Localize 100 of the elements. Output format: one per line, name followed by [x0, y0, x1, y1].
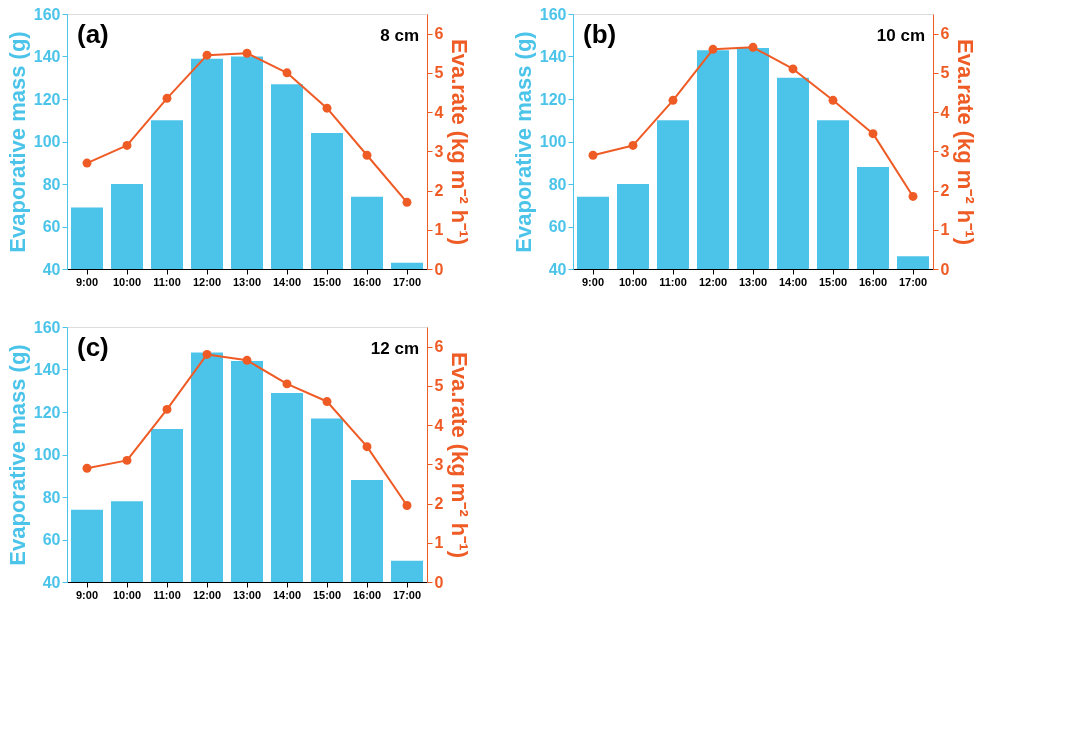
x-tick-label: 10:00: [618, 275, 648, 288]
y2-tick-label: 1: [434, 534, 444, 552]
y-tick-label: 80: [548, 175, 567, 193]
point: [322, 397, 332, 406]
y-tick-label: 80: [42, 488, 61, 506]
x-tick-label: 15:00: [312, 588, 342, 601]
point: [122, 455, 132, 465]
x-tick-label: 16:00: [858, 275, 888, 288]
y2-tick-label: 0: [940, 260, 950, 278]
y2-tick-label: 2: [434, 182, 444, 200]
y-tick-label: 120: [33, 403, 61, 421]
y2-axis-title: Eva.rate (kg m⁻² h⁻¹): [447, 352, 473, 558]
y-tick-label: 160: [539, 5, 567, 23]
point: [788, 64, 798, 74]
y-tick-label: 40: [42, 573, 61, 591]
x-tick-label: 12:00: [698, 275, 728, 288]
x-tick-label: 12:00: [192, 588, 222, 601]
point: [668, 95, 678, 105]
annotation: 8 cm: [380, 26, 419, 45]
point: [242, 48, 252, 58]
y2-tick-label: 0: [434, 573, 444, 591]
y-axis-title: Evaporative mass (g): [4, 344, 30, 566]
y2-tick-label: 2: [940, 182, 950, 200]
y-tick-label: 100: [539, 133, 567, 150]
x-tick-label: 13:00: [232, 588, 262, 601]
x-tick-label: 17:00: [392, 588, 422, 601]
x-tick-label: 9:00: [75, 588, 99, 601]
y2-tick-label: 5: [434, 377, 444, 395]
point: [908, 191, 918, 201]
y2-tick-label: 3: [434, 142, 444, 160]
chart-title: (a): [77, 19, 109, 49]
y-tick-label: 60: [42, 218, 61, 235]
x-tick-label: 9:00: [581, 275, 605, 288]
x-tick-label: 13:00: [232, 275, 262, 288]
point: [162, 404, 172, 414]
x-tick-label: 11:00: [153, 588, 181, 601]
y2-tick-label: 6: [434, 25, 444, 43]
y-tick-label: 100: [33, 446, 61, 463]
y-tick-label: 140: [33, 48, 61, 65]
y2-tick-label: 4: [434, 103, 444, 121]
y-axis-title: Evaporative mass (g): [4, 31, 30, 253]
annotation: 10 cm: [876, 26, 925, 45]
point: [82, 158, 92, 168]
x-tick-label: 9:00: [75, 275, 99, 288]
x-tick-label: 10:00: [112, 275, 142, 288]
x-tick-label: 16:00: [352, 588, 382, 601]
chart-title: (c): [77, 332, 109, 362]
y2-axis-title: Eva.rate (kg m⁻² h⁻¹): [953, 39, 979, 245]
x-tick-label: 14:00: [272, 588, 302, 601]
y2-tick-label: 6: [434, 338, 444, 356]
x-tick-label: 15:00: [312, 275, 342, 288]
x-tick-label: 10:00: [112, 588, 142, 601]
y-tick-label: 40: [42, 260, 61, 278]
y-axis-title: Evaporative mass (g): [510, 31, 536, 253]
point: [202, 350, 212, 359]
y2-tick-label: 2: [434, 495, 444, 513]
y-tick-label: 140: [33, 361, 61, 378]
y2-tick-label: 4: [940, 103, 950, 121]
point: [628, 140, 638, 150]
x-tick-label: 12:00: [192, 275, 222, 288]
x-tick-label: 13:00: [738, 275, 768, 288]
point: [282, 379, 292, 389]
x-tick-label: 14:00: [272, 275, 302, 288]
x-tick-label: 17:00: [898, 275, 928, 288]
y2-tick-label: 1: [940, 221, 950, 239]
y2-tick-label: 1: [434, 221, 444, 239]
y-tick-label: 60: [548, 218, 567, 235]
y2-tick-label: 3: [940, 142, 950, 160]
y2-tick-label: 3: [434, 455, 444, 473]
annotation: 12 cm: [370, 339, 419, 358]
y2-tick-label: 5: [940, 64, 950, 82]
point: [748, 42, 758, 52]
y-tick-label: 40: [548, 260, 567, 278]
x-tick-label: 17:00: [392, 275, 422, 288]
point: [122, 140, 132, 150]
point: [828, 95, 838, 105]
x-tick-label: 11:00: [659, 275, 687, 288]
point: [868, 129, 878, 139]
y-tick-label: 120: [539, 90, 567, 108]
y2-tick-label: 0: [434, 260, 444, 278]
point: [402, 501, 412, 510]
y2-axis-title: Eva.rate (kg m⁻² h⁻¹): [447, 39, 473, 245]
y2-tick-label: 4: [434, 416, 444, 434]
y-tick-label: 160: [33, 318, 61, 336]
x-tick-label: 11:00: [153, 275, 181, 288]
x-tick-label: 14:00: [778, 275, 808, 288]
x-tick-label: 15:00: [818, 275, 848, 288]
point: [362, 150, 372, 160]
point: [362, 442, 372, 452]
point: [242, 355, 252, 365]
point: [162, 93, 172, 103]
y-tick-label: 80: [42, 175, 61, 193]
point: [282, 68, 292, 78]
y2-tick-label: 5: [434, 64, 444, 82]
y-tick-label: 60: [42, 531, 61, 548]
y-tick-label: 100: [33, 133, 61, 150]
y2-tick-label: 6: [940, 25, 950, 43]
y-tick-label: 160: [33, 5, 61, 23]
point: [588, 150, 598, 160]
point: [402, 197, 412, 207]
